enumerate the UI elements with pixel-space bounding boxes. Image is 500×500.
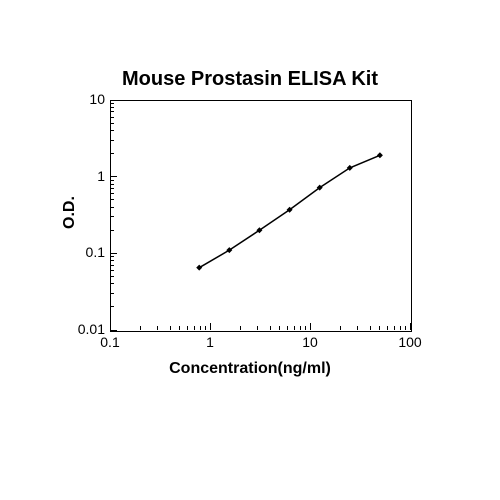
y-tick-label: 0.1 [65,244,105,260]
x-tick-minor [387,326,388,330]
y-tick-minor [110,180,114,181]
y-tick-minor [110,107,114,108]
y-tick-major [110,176,117,177]
y-tick-minor [110,256,114,257]
x-tick-label: 10 [290,334,330,350]
y-tick-minor [110,207,114,208]
y-tick-minor [110,270,114,271]
chart-container: Mouse Prostasin ELISA Kit O.D. Concentra… [0,0,500,500]
y-tick-minor [110,188,114,189]
y-tick-minor [110,260,114,261]
y-tick-minor [110,216,114,217]
x-tick-label: 100 [390,334,430,350]
data-marker [377,152,383,158]
x-tick-minor [340,326,341,330]
y-tick-minor [110,306,114,307]
x-tick-minor [279,326,280,330]
y-tick-major [110,330,117,331]
x-tick-minor [257,326,258,330]
x-tick-minor [194,326,195,330]
x-tick-minor [300,326,301,330]
y-tick-minor [110,230,114,231]
x-tick-minor [305,326,306,330]
x-tick-minor [370,326,371,330]
y-tick-minor [110,193,114,194]
y-tick-minor [110,140,114,141]
x-tick-minor [379,326,380,330]
y-tick-minor [110,123,114,124]
y-tick-minor [110,153,114,154]
x-tick-minor [200,326,201,330]
x-tick-minor [157,326,158,330]
y-tick-minor [110,117,114,118]
x-tick-minor [287,326,288,330]
y-tick-minor [110,184,114,185]
y-tick-minor [110,103,114,104]
x-tick-major [210,323,211,330]
x-tick-minor [205,326,206,330]
y-tick-minor [110,111,114,112]
y-tick-major [110,253,117,254]
x-tick-minor [405,326,406,330]
x-tick-label: 1 [190,334,230,350]
x-tick-minor [140,326,141,330]
x-tick-major [410,323,411,330]
x-tick-minor [294,326,295,330]
x-tick-minor [400,326,401,330]
x-tick-minor [170,326,171,330]
x-tick-major [310,323,311,330]
x-tick-minor [179,326,180,330]
x-tick-minor [240,326,241,330]
x-tick-minor [187,326,188,330]
x-tick-minor [357,326,358,330]
y-tick-minor [110,276,114,277]
y-tick-label: 0.01 [65,321,105,337]
y-tick-minor [110,265,114,266]
y-tick-minor [110,130,114,131]
y-tick-minor [110,283,114,284]
y-tick-major [110,100,117,101]
x-tick-minor [394,326,395,330]
x-tick-minor [270,326,271,330]
y-tick-minor [110,199,114,200]
y-tick-minor [110,293,114,294]
y-tick-label: 1 [65,168,105,184]
y-tick-label: 10 [65,91,105,107]
data-marker [196,265,202,271]
